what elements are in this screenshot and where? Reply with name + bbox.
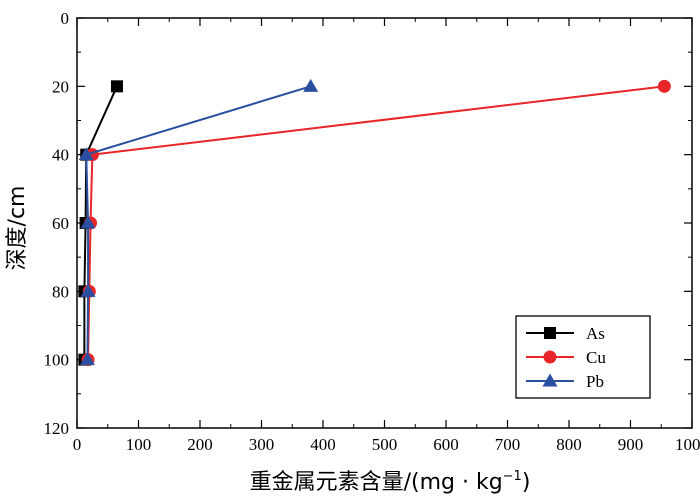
y-tick-label: 80 (52, 282, 69, 301)
x-axis-title: 重金属元素含量/(mg · kg−1) (250, 469, 531, 495)
x-tick-label: 800 (556, 435, 582, 454)
data-point-as (110, 80, 123, 93)
data-point-pb (78, 147, 94, 161)
x-tick-label: 200 (187, 435, 213, 454)
y-tick-label: 60 (52, 214, 69, 233)
x-axis-title-main: 重金属元素含量/(mg · kg (250, 470, 503, 495)
y-tick-label: 20 (52, 77, 69, 96)
data-point-pb (80, 215, 96, 229)
x-tick-label: 500 (372, 435, 398, 454)
legend-marker-pb (542, 373, 558, 387)
y-tick-label: 100 (44, 351, 70, 370)
y-tick-label: 40 (52, 146, 69, 165)
x-axis-title-exponent: −1 (503, 469, 522, 484)
legend-label-as: As (586, 324, 605, 343)
x-tick-label: 100 (126, 435, 152, 454)
legend-marker-cu (543, 350, 557, 364)
y-axis-title: 深度/cm (5, 186, 30, 271)
x-tick-label: 900 (618, 435, 644, 454)
x-tick-label: 0 (73, 435, 82, 454)
x-tick-label: 400 (310, 435, 336, 454)
data-point-pb (79, 352, 95, 366)
data-point-pb (303, 78, 319, 92)
legend-marker-as (544, 327, 556, 339)
y-tick-label: 0 (61, 9, 70, 28)
x-tick-label: 600 (433, 435, 459, 454)
x-tick-label: 300 (249, 435, 275, 454)
x-tick-label: 700 (495, 435, 521, 454)
legend-label-cu: Cu (586, 348, 606, 367)
x-axis-title-suffix: ) (522, 470, 531, 495)
data-point-cu (657, 79, 671, 93)
data-point-pb (80, 283, 96, 297)
series-line-pb (85, 85, 311, 360)
y-tick-label: 120 (44, 419, 70, 438)
legend-label-pb: Pb (586, 372, 604, 391)
